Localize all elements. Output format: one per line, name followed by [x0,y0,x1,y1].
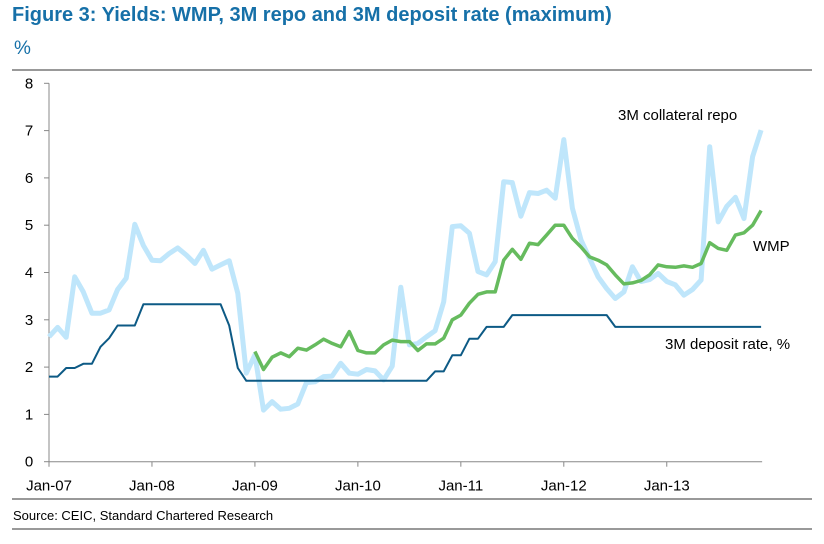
y-tick-label: 8 [25,75,33,92]
chart-title: Figure 3: Yields: WMP, 3M repo and 3M de… [12,4,612,26]
series-label-repo: 3M collateral repo [618,107,737,124]
x-tick-label: Jan-12 [541,478,587,495]
series-line-deposit [49,303,762,382]
series-label-deposit: 3M deposit rate, % [665,336,790,353]
series-label-wmp: WMP [753,238,790,255]
x-tick-label: Jan-09 [232,478,278,495]
y-tick-label: 3 [25,312,33,329]
bottom-divider [12,498,812,500]
top-divider [12,69,812,71]
y-tick-label: 5 [25,217,33,234]
y-unit-label: % [14,38,31,59]
y-tick-label: 0 [25,454,33,471]
series-line-wmp [253,209,763,372]
x-tick-label: Jan-11 [438,478,483,495]
y-tick-label: 4 [25,265,33,282]
y-tick-label: 7 [25,123,33,140]
x-tick-label: Jan-08 [129,478,175,495]
y-tick-label: 2 [25,359,33,376]
y-tick-label: 6 [25,170,33,187]
x-tick-label: Jan-13 [644,478,690,495]
y-tick-label: 1 [25,406,33,423]
source-note: Source: CEIC, Standard Chartered Researc… [13,508,274,523]
x-tick-label: Jan-07 [26,478,72,495]
x-tick-label: Jan-10 [335,478,381,495]
footer-divider [12,528,812,530]
